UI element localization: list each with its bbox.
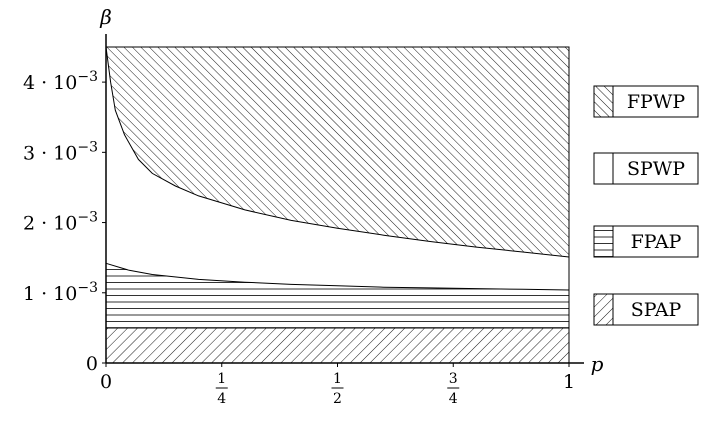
legend-label-fpap: FPAP [631, 231, 682, 253]
y-tick-label-4: 4 · 10−3 [23, 69, 98, 94]
y-ticks: 0 1 · 10−3 2 · 10−3 3 · 10−3 4 · 10−3 [23, 69, 106, 375]
legend-label-box-fpap [612, 225, 699, 258]
legend-swatch-spap [593, 293, 614, 326]
region-spap [106, 327, 569, 363]
y-tick-label-0: 0 [86, 353, 98, 375]
region-fpap [106, 263, 569, 328]
legend-item-fpap: FPAP [593, 225, 699, 258]
x-tick-label-4: 1 [563, 371, 575, 393]
legend: FPWP SPWP FPAP SPAP [593, 85, 699, 326]
boundaries-layer [105, 46, 570, 329]
legend-item-spap: SPAP [593, 293, 699, 326]
legend-label-spap: SPAP [631, 299, 682, 321]
x-tick-label-0: 0 [100, 371, 112, 393]
boundary-fpwp-lower [105, 46, 570, 258]
y-tick-label-3: 3 · 10−3 [23, 139, 98, 164]
legend-label-fpwp: FPWP [627, 91, 685, 113]
legend-swatch-fpwp [593, 85, 614, 118]
legend-label-box-fpwp [612, 85, 699, 118]
legend-swatch-spwp [593, 152, 614, 185]
y-tick-label-2: 2 · 10−3 [23, 210, 98, 235]
legend-swatch-fpap [593, 225, 614, 258]
legend-label-spwp: SPWP [627, 158, 685, 180]
x-tick-denominator-3: 4 [449, 391, 458, 407]
x-tick-label-3: 34 [447, 371, 460, 407]
boundary-fpap-upper [105, 262, 570, 291]
y-axis-label: β [99, 5, 112, 29]
regions-layer [106, 47, 569, 363]
x-tick-label-1: 14 [215, 371, 228, 407]
x-tick-numerator-1: 1 [217, 371, 226, 387]
region-fpwp [106, 47, 569, 257]
x-axis-label: p [591, 352, 604, 376]
legend-item-spwp: SPWP [593, 152, 699, 185]
x-tick-denominator-1: 4 [217, 391, 226, 407]
legend-item-fpwp: FPWP [593, 85, 699, 118]
x-tick-numerator-2: 1 [333, 371, 342, 387]
x-tick-label-2: 12 [331, 371, 344, 407]
legend-label-box-spap [612, 293, 699, 326]
x-tick-numerator-3: 3 [449, 371, 458, 387]
legend-label-box-spwp [612, 152, 699, 185]
y-tick-label-1: 1 · 10−3 [23, 280, 98, 305]
x-tick-denominator-2: 2 [333, 391, 342, 407]
